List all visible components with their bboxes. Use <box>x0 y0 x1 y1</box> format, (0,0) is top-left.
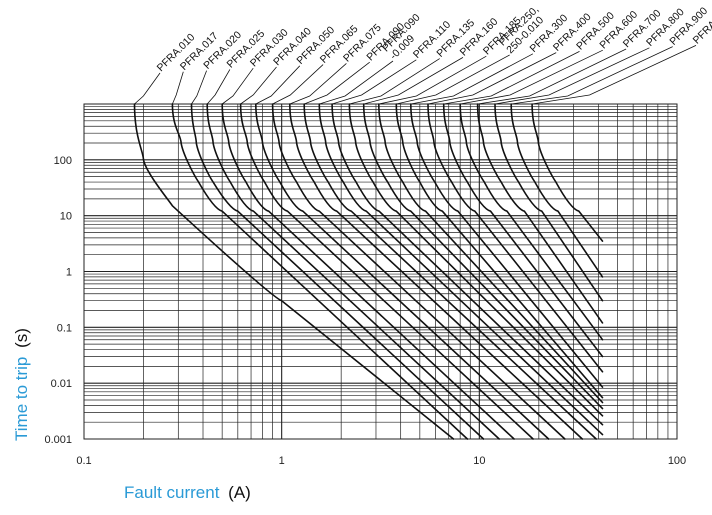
series-curve <box>511 104 602 277</box>
y-tick-label: 1 <box>66 267 72 279</box>
y-tick-label: 0.001 <box>44 434 72 446</box>
y-axis-title-text: Time to trip <box>12 357 31 441</box>
series-leader-line <box>256 66 300 104</box>
series-leader-line <box>207 69 230 104</box>
tick-labels: 0.1 1 10 100 0.001 0.01 0.1 1 10 100 <box>44 155 686 467</box>
x-axis-unit: (A) <box>228 483 251 502</box>
x-tick-label: 1 <box>279 455 285 467</box>
y-axis-unit: (s) <box>12 328 31 348</box>
series-leader-line <box>495 48 649 104</box>
series-curve <box>478 104 603 323</box>
y-tick-label: 100 <box>54 155 72 167</box>
series-leader-line <box>192 71 207 104</box>
x-tick-label: 10 <box>473 455 485 467</box>
series-leader-line <box>532 45 696 104</box>
y-axis-title: Time to trip (s) <box>12 328 31 441</box>
series-leader-line <box>319 61 393 104</box>
x-axis-title: Fault current (A) <box>124 483 251 502</box>
x-tick-label: 0.1 <box>76 455 91 467</box>
series-curve <box>396 104 602 398</box>
series-leader-line <box>273 65 324 104</box>
y-tick-label: 10 <box>60 211 72 223</box>
y-tick-label: 0.01 <box>51 378 72 390</box>
series-leader-line <box>444 51 580 104</box>
x-axis-title-text: Fault current <box>124 483 220 502</box>
grid-layer <box>84 104 677 439</box>
y-tick-label: 0.1 <box>57 322 72 334</box>
series-leader-line <box>478 49 626 104</box>
series-labels: PFRA.010PFRA.017PFRA.020PFRA.025PFRA.030… <box>135 0 712 104</box>
x-tick-label: 100 <box>668 455 686 467</box>
series-leader-line <box>172 72 183 104</box>
series-leader-line <box>135 73 161 104</box>
series-leader-line <box>241 67 277 104</box>
series-leader-line <box>304 62 370 104</box>
